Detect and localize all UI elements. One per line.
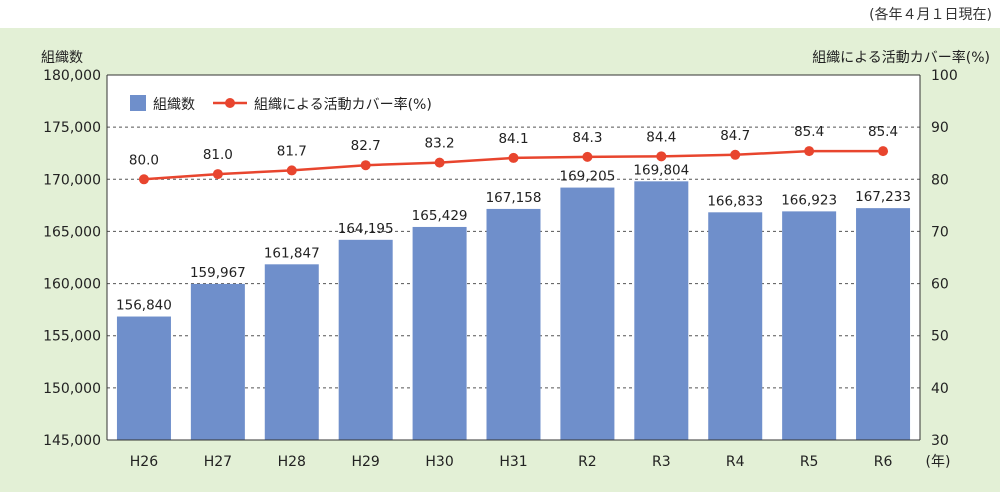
right-tick-label: 40 [931, 381, 949, 397]
bar-value-label: 167,233 [855, 189, 911, 205]
bar [560, 187, 615, 440]
left-tick-label: 150,000 [43, 381, 101, 397]
line-value-label: 84.3 [572, 130, 602, 146]
line-point [138, 174, 149, 185]
left-tick-label: 145,000 [43, 433, 101, 449]
line-point [434, 157, 445, 168]
right-tick-label: 60 [931, 277, 949, 293]
category-label: H30 [425, 454, 453, 470]
line-point [804, 146, 815, 157]
line-point [212, 169, 223, 180]
line-layer: 80.0 81.0 81.7 82.7 83.2 84.1 84.3 84.4 84.7 85.4… [129, 124, 898, 185]
bar [634, 181, 689, 440]
line-point [286, 165, 297, 176]
bar-value-label: 159,967 [190, 265, 246, 281]
line-value-label: 85.4 [868, 124, 898, 140]
right-tick-label: 80 [931, 172, 949, 188]
legend-bar-swatch [130, 95, 146, 111]
line-value-label: 85.4 [794, 124, 824, 140]
line-point [360, 160, 371, 171]
category-label: R5 [800, 454, 819, 470]
bar-value-label: 166,833 [707, 193, 763, 209]
bars-layer: 156,840 159,967 161,847 164,195 165,429 167,1… [116, 162, 911, 440]
line-value-label: 81.0 [203, 147, 233, 163]
category-label: H31 [499, 454, 527, 470]
line-value-label: 84.1 [498, 131, 528, 147]
left-tick-label: 170,000 [43, 172, 101, 188]
left-axis-title: 組織数 [41, 50, 83, 66]
legend: 組織数 組織による活動カバー率(%) [130, 95, 432, 113]
line-value-label: 80.0 [129, 152, 159, 168]
bar [856, 208, 911, 440]
axes-layer: 145,000 30 150,000 40 155,000 50 160,000 60 165,… [43, 68, 958, 470]
bar [338, 239, 393, 440]
right-tick-label: 30 [931, 433, 949, 449]
line-value-label: 81.7 [277, 143, 307, 159]
line-point [582, 151, 593, 162]
line-value-label: 84.7 [720, 128, 750, 144]
line-value-label: 84.4 [646, 129, 676, 145]
category-label: R2 [578, 454, 597, 470]
bar [412, 226, 467, 440]
right-tick-label: 50 [931, 329, 949, 345]
right-tick-label: 100 [931, 68, 958, 84]
bar [782, 211, 837, 440]
category-label: H28 [278, 454, 306, 470]
right-axis-title: 組織による活動カバー率(%) [812, 49, 990, 66]
category-label: R4 [726, 454, 745, 470]
bar-value-label: 161,847 [264, 245, 320, 261]
bar [708, 212, 763, 440]
bar-value-label: 167,158 [486, 190, 542, 206]
bar-value-label: 169,205 [559, 169, 615, 185]
legend-line-label: 組織による活動カバー率(%) [254, 96, 432, 113]
category-label: H27 [204, 454, 232, 470]
right-tick-label: 70 [931, 224, 949, 240]
bar [190, 283, 245, 440]
left-tick-label: 165,000 [43, 224, 101, 240]
line-point [730, 149, 741, 160]
bar-value-label: 165,429 [412, 208, 468, 224]
left-tick-label: 175,000 [43, 120, 101, 136]
date-note: (各年４月１日現在) [869, 7, 992, 23]
x-unit-label: (年) [926, 454, 951, 470]
line-point [878, 146, 889, 157]
line-point [508, 152, 519, 163]
bar [116, 316, 171, 440]
bar-value-label: 156,840 [116, 298, 172, 314]
line-value-label: 83.2 [425, 136, 455, 152]
bar-value-label: 166,923 [781, 192, 837, 208]
category-label: H29 [352, 454, 380, 470]
category-label: R3 [652, 454, 671, 470]
left-tick-label: 155,000 [43, 329, 101, 345]
line-point [656, 151, 667, 162]
left-tick-label: 180,000 [43, 68, 101, 84]
line-value-label: 82.7 [351, 138, 381, 154]
legend-line-marker [225, 98, 235, 108]
right-tick-label: 90 [931, 120, 949, 136]
bar-value-label: 169,804 [633, 162, 689, 178]
category-label: H26 [130, 454, 158, 470]
bar [264, 264, 319, 440]
category-label: R6 [874, 454, 893, 470]
bar-value-label: 164,195 [338, 221, 394, 237]
legend-bar-label: 組織数 [153, 97, 195, 113]
bar [486, 208, 541, 440]
left-tick-label: 160,000 [43, 277, 101, 293]
